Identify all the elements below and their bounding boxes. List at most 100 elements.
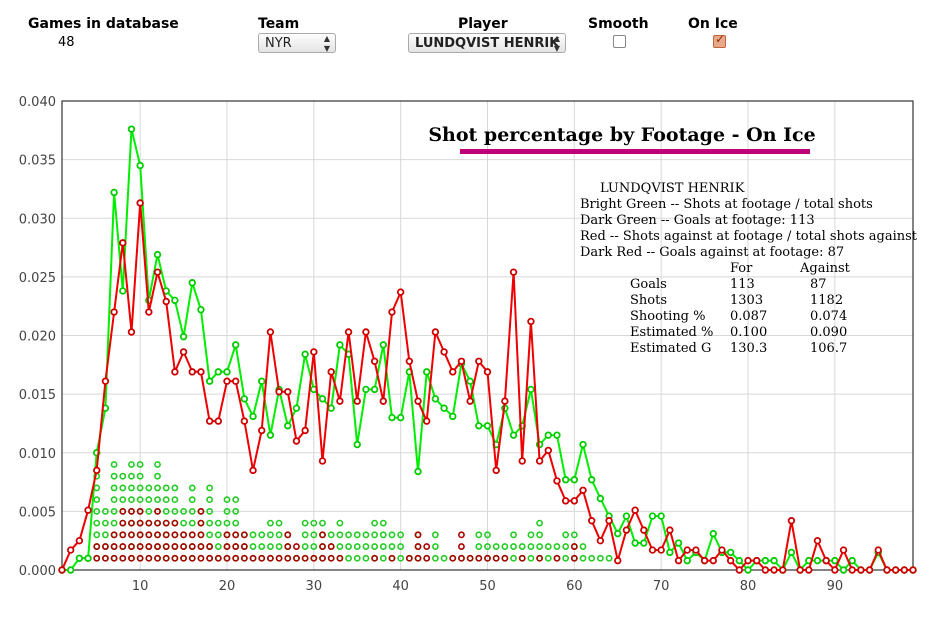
x-tick-label: 30 [306, 579, 323, 594]
y-tick-label: 0.035 [19, 154, 56, 169]
series-point-shots-against [344, 328, 353, 336]
smooth-checkbox[interactable] [613, 35, 626, 48]
onice-label: On Ice [688, 16, 738, 32]
games-label: Games in database [28, 16, 179, 32]
series-point-shots-against [179, 348, 188, 356]
series-point-shots-against [857, 566, 865, 574]
goal-for-dot [379, 531, 387, 539]
series-point-shots-against [396, 288, 405, 296]
goal-for-dot [275, 531, 283, 539]
goal-for-dot [214, 519, 222, 527]
series-point-shots-against [570, 497, 579, 505]
goal-for-dot [162, 496, 170, 504]
goal-for-dot [206, 484, 214, 492]
series-point-shots-against [535, 457, 544, 465]
legend-player-name: LUNDQVIST HENRIK [600, 181, 745, 196]
series-point-shots-against [405, 357, 414, 365]
goal-for-dot [171, 484, 179, 492]
series-point-shots-against [674, 556, 683, 565]
series-point-shots-against [501, 397, 509, 405]
goal-against-dot [171, 554, 179, 562]
player-select[interactable]: LUNDQVIST HENRIK ▲ ▼ [408, 33, 566, 53]
series-point-shots-for [666, 548, 674, 557]
series-point-shots-against [93, 466, 101, 475]
series-point-shots-for [596, 494, 605, 503]
goal-against-dot [475, 554, 483, 562]
goal-for-dot [232, 519, 240, 527]
goal-against-dot [128, 543, 135, 550]
series-point-shots-for [258, 377, 266, 385]
goal-for-dot [162, 484, 170, 492]
series-point-shots-against [171, 368, 179, 376]
goal-against-dot [458, 554, 465, 562]
x-tick-label: 70 [653, 579, 670, 594]
goal-for-dot [353, 554, 361, 562]
series-point-shots-against [518, 457, 526, 465]
series-point-shots-for [284, 422, 292, 430]
onice-checkbox[interactable]: ✓ [713, 32, 726, 48]
legend-table-header: For [730, 261, 753, 276]
series-point-shots-against [692, 546, 700, 554]
goal-against-dot [154, 554, 161, 562]
goal-against-dot [466, 554, 474, 562]
series-point-shots-for [579, 440, 587, 449]
goal-for-dot [128, 484, 135, 492]
goal-against-dot [423, 543, 431, 550]
x-tick-label: 60 [566, 579, 583, 594]
series-point-shots-for [249, 412, 257, 421]
goal-for-dot [605, 554, 613, 562]
series-point-shots-for [223, 368, 231, 376]
legend-table-cell: 0.074 [810, 309, 847, 324]
series-point-shots-against [258, 426, 266, 435]
goal-against-dot [128, 554, 135, 562]
goal-for-dot [484, 531, 491, 539]
legend-table-cell: Estimated % [630, 325, 713, 340]
series-point-shots-for [614, 529, 622, 538]
games-count: 48 [58, 35, 75, 50]
goal-for-dot [379, 543, 387, 550]
series-point-shots-against [735, 566, 744, 574]
series-point-shots-for [188, 279, 196, 287]
goal-against-dot [405, 554, 413, 562]
series-point-shots-for [127, 125, 136, 133]
series-point-shots-for [327, 404, 335, 412]
legend-table-cell: 106.7 [810, 341, 847, 356]
series-point-shots-against [614, 556, 622, 565]
goal-against-dot [162, 519, 170, 527]
goal-against-dot [197, 519, 205, 527]
goal-for-dot [136, 472, 144, 480]
series-point-shots-against [110, 308, 118, 316]
goal-for-dot [310, 519, 318, 527]
goal-against-dot [206, 543, 214, 550]
goal-for-dot [397, 543, 405, 550]
goal-for-dot [562, 531, 570, 539]
goal-for-dot [232, 507, 240, 515]
series-point-shots-for [483, 422, 492, 430]
goal-for-dot [93, 519, 101, 527]
series-point-shots-against [805, 566, 813, 574]
goal-against-dot [154, 543, 161, 550]
series-point-shots-for [301, 350, 309, 358]
goal-for-dot [267, 519, 274, 527]
goal-for-dot [388, 543, 396, 550]
series-point-shots-against [466, 397, 474, 405]
goal-against-dot [93, 543, 101, 550]
goal-for-dot [570, 531, 578, 539]
series-point-shots-against [865, 566, 874, 574]
series-point-shots-for [770, 556, 778, 565]
goal-for-dot [431, 531, 439, 539]
goal-against-dot [310, 554, 318, 562]
goal-for-dot [171, 496, 179, 504]
goal-against-dot [119, 543, 127, 550]
series-point-shots-against [449, 368, 457, 376]
series-point-shots-against [588, 517, 596, 525]
goal-against-dot [197, 531, 205, 539]
goal-against-dot [414, 554, 422, 562]
goal-for-dot [206, 507, 214, 515]
team-select[interactable]: NYR ▲ ▼ [258, 33, 336, 53]
goal-for-dot [93, 507, 101, 515]
goal-against-dot [336, 554, 344, 562]
series-point-shots-for [379, 341, 387, 349]
goal-against-dot [188, 531, 196, 539]
goal-for-dot [145, 484, 153, 492]
